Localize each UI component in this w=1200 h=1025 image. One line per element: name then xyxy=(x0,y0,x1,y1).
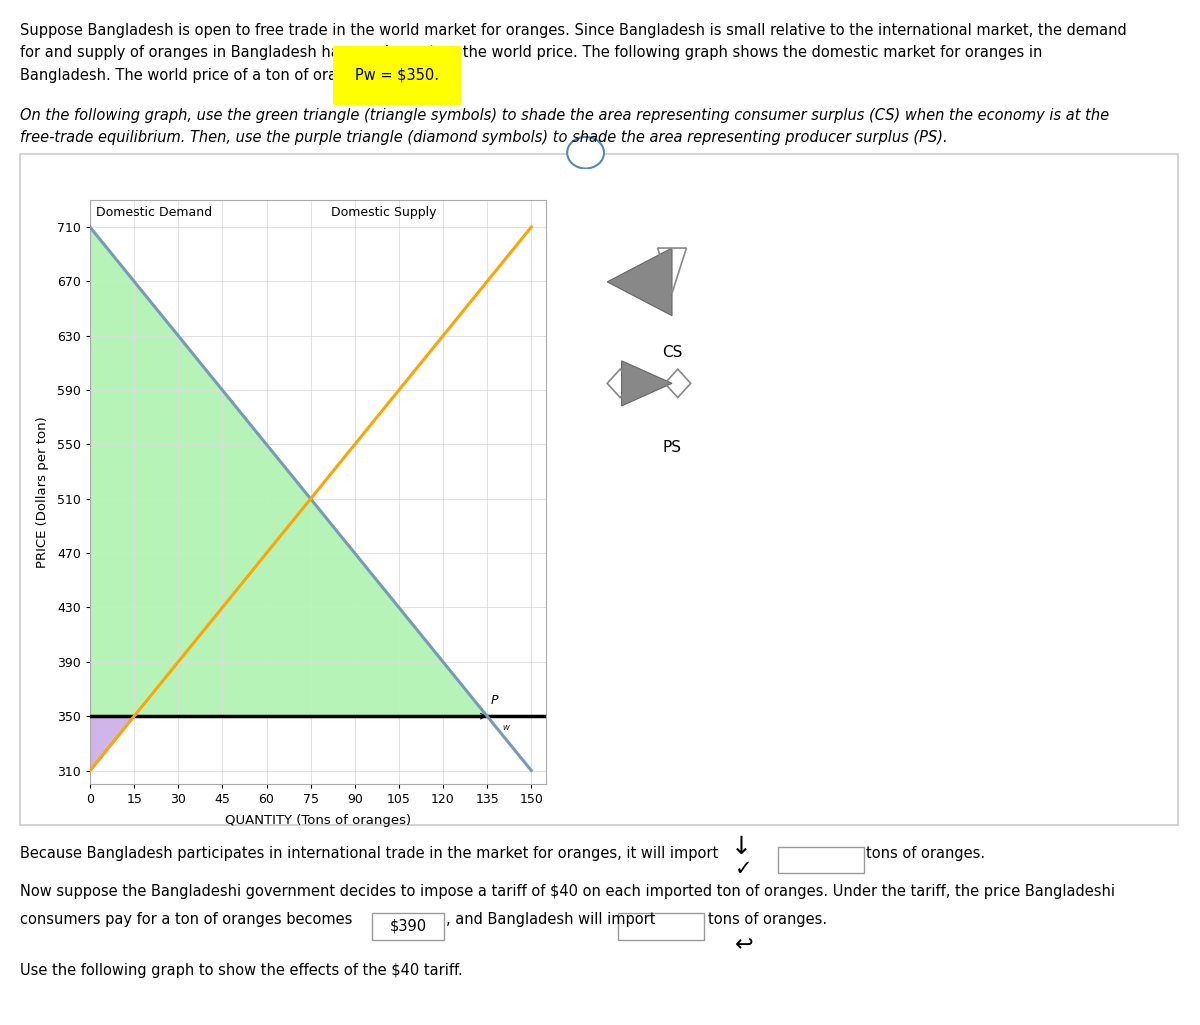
Text: ✓: ✓ xyxy=(736,859,752,879)
Text: Use the following graph to show the effects of the $40 tariff.: Use the following graph to show the effe… xyxy=(20,964,463,979)
Text: Domestic Demand: Domestic Demand xyxy=(96,206,212,219)
Text: ↩: ↩ xyxy=(734,935,754,955)
Polygon shape xyxy=(90,228,487,716)
Polygon shape xyxy=(607,248,672,316)
Text: Because Bangladesh participates in international trade in the market for oranges: Because Bangladesh participates in inter… xyxy=(20,846,719,861)
Y-axis label: PRICE (Dollars per ton): PRICE (Dollars per ton) xyxy=(36,416,49,568)
Text: Pw = $350.: Pw = $350. xyxy=(355,68,439,83)
Text: tons of oranges.: tons of oranges. xyxy=(708,912,827,928)
Text: $_W$: $_W$ xyxy=(502,723,511,733)
Text: ?: ? xyxy=(581,144,590,162)
Text: consumers pay for a ton of oranges becomes: consumers pay for a ton of oranges becom… xyxy=(20,912,358,928)
Text: $390: $390 xyxy=(390,918,426,933)
Text: Suppose Bangladesh is open to free trade in the world market for oranges. Since : Suppose Bangladesh is open to free trade… xyxy=(20,23,1127,38)
Text: , and Bangladesh will import: , and Bangladesh will import xyxy=(446,912,660,928)
X-axis label: QUANTITY (Tons of oranges): QUANTITY (Tons of oranges) xyxy=(224,815,412,827)
Text: tons of oranges.: tons of oranges. xyxy=(866,846,985,861)
Text: $P$: $P$ xyxy=(490,694,499,706)
Text: free-trade equilibrium. Then, use the purple triangle (diamond symbols) to shade: free-trade equilibrium. Then, use the pu… xyxy=(20,130,948,146)
Polygon shape xyxy=(90,716,134,771)
Polygon shape xyxy=(622,361,672,406)
Text: Domestic Supply: Domestic Supply xyxy=(331,206,437,219)
Text: On the following graph, use the green triangle (triangle symbols) to shade the a: On the following graph, use the green tr… xyxy=(20,108,1110,123)
Text: for and supply of oranges in Bangladesh have no impact on the world price. The f: for and supply of oranges in Bangladesh … xyxy=(20,45,1043,60)
Circle shape xyxy=(568,137,604,168)
Text: ↓: ↓ xyxy=(731,835,752,859)
Text: PS: PS xyxy=(662,440,682,455)
Text: Now suppose the Bangladeshi government decides to impose a tariff of $40 on each: Now suppose the Bangladeshi government d… xyxy=(20,884,1116,899)
Text: Bangladesh. The world price of a ton of oranges is: Bangladesh. The world price of a ton of … xyxy=(20,68,394,83)
Text: CS: CS xyxy=(662,345,682,360)
